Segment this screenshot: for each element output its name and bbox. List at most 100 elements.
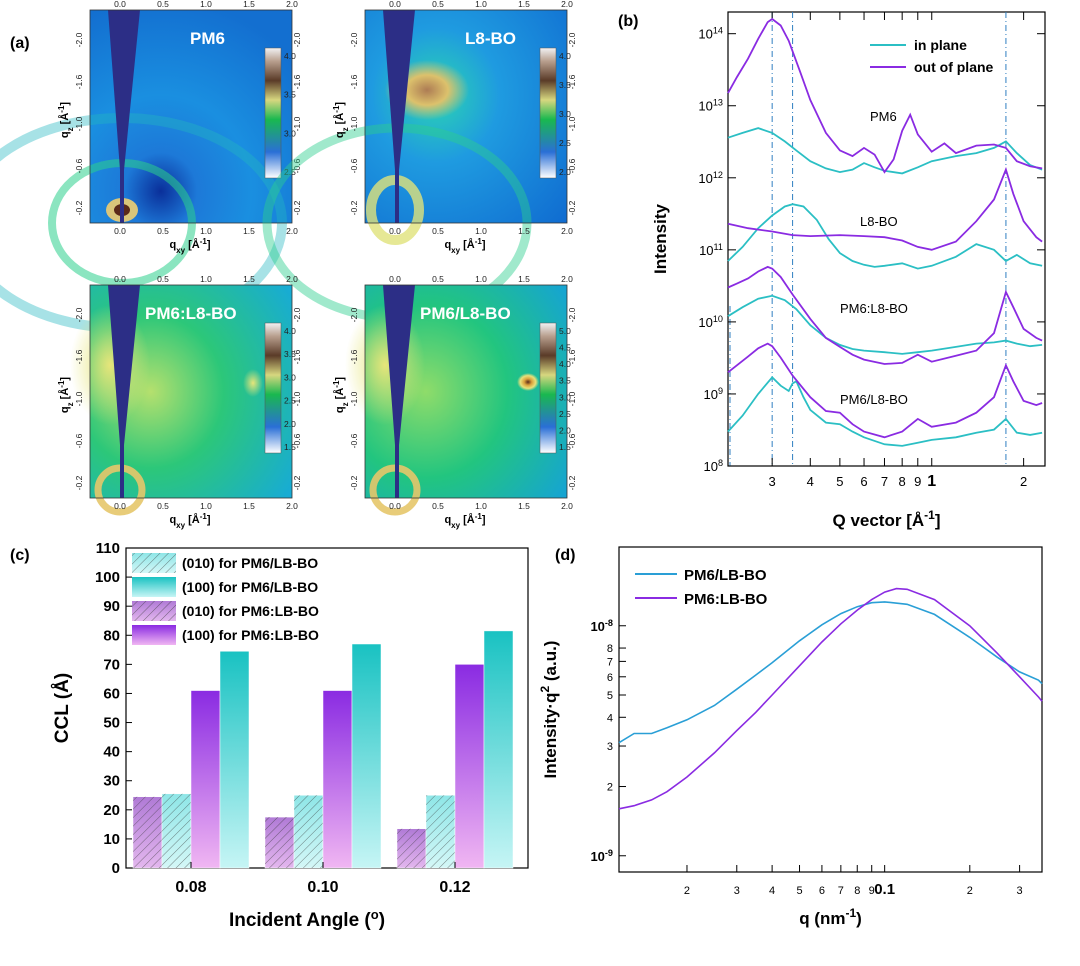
y-tick-label-left: -0.2 (74, 475, 84, 490)
bar-hatch (162, 793, 191, 868)
series-line-PM6/L8-BO-in-plane (727, 375, 1043, 447)
legend-label: in plane (914, 37, 967, 53)
colorbar-tick-label: 4.0 (559, 359, 571, 369)
x-axis-label: Incident Angle (o) (229, 907, 385, 932)
y-tick-label: 1010 (698, 314, 723, 330)
x-tick-label-top: 1.0 (475, 274, 487, 284)
x-tick-label: 0.08 (175, 879, 206, 896)
y-tick-label-left: -2.0 (74, 307, 84, 322)
x-tick-label-top: 1.0 (475, 0, 487, 9)
y-tick-label: 70 (103, 656, 120, 673)
plot-frame (618, 546, 1043, 873)
series-line-PM6-out-of-plane (727, 17, 1043, 174)
panel-d-letter: (d) (555, 547, 575, 564)
y-tick-label-left: -1.6 (349, 74, 359, 89)
x-tick-label-top: 0.5 (157, 0, 169, 9)
y-tick-label-right: -0.2 (567, 475, 577, 490)
series-line-PM6/LB-BO (618, 601, 1043, 744)
y-tick-label: 0 (112, 860, 120, 877)
x-tick-label-bottom: 1.0 (200, 226, 212, 236)
x-tick-label: 8 (854, 885, 860, 897)
x-tick-label-top: 1.5 (243, 0, 255, 9)
x-tick-label-top: 2.0 (561, 0, 573, 9)
x-tick-label-top: 2.0 (286, 274, 298, 284)
y-tick-label-right: -1.6 (292, 74, 302, 89)
x-tick-label: 2 (1020, 474, 1027, 489)
series-line-PM6-in-plane (727, 127, 1043, 175)
y-tick-label: 30 (103, 773, 120, 790)
x-tick-label-bottom: 1.0 (200, 501, 212, 511)
x-tick-label: 4 (769, 885, 775, 897)
y-tick-label-right: -2.0 (292, 307, 302, 322)
y-tick-label-right: -1.0 (567, 116, 577, 131)
x-axis-label: qxy [Å-1] (444, 512, 485, 530)
x-tick-label-top: 1.0 (200, 0, 212, 9)
x-tick-label: 7 (838, 885, 844, 897)
y-tick-label-right: -1.0 (567, 391, 577, 406)
map-title: PM6:L8-BO (145, 304, 237, 323)
colorbar-tick-label: 2.0 (284, 419, 296, 429)
y-tick-label-right: -0.2 (567, 200, 577, 215)
x-tick-label-bottom: 2.0 (286, 501, 298, 511)
chart-c: 0 10 20 30 40 50 60 70 80 90 100 110 0.08 0.10 0.12 Inc… (52, 540, 529, 932)
x-tick-label-bottom: 2.0 (286, 226, 298, 236)
colorbar-tick-label: 3.0 (284, 372, 296, 382)
x-tick-label: 5 (796, 885, 802, 897)
colorbar-tick-label: 2.5 (284, 167, 296, 177)
x-tick-label: 0.1 (874, 881, 895, 898)
x-tick-label-bottom: 2.0 (561, 501, 573, 511)
x-tick-label-bottom: 0.0 (114, 226, 126, 236)
x-tick-label-bottom: 0.5 (157, 226, 169, 236)
y-tick-label: 8 (607, 643, 613, 655)
x-tick-label-bottom: 1.5 (243, 226, 255, 236)
series-line-PM6:L8-BO-out-of-plane (727, 265, 1043, 365)
x-tick-label: 6 (860, 474, 867, 489)
colorbar-tick-label: 3.5 (284, 90, 296, 100)
missing-wedge (108, 285, 140, 498)
giwaxs-maps: 4.0 3.5 3.0 2.5 PM6 0.0 0.0 0.5 0.5 1.0 1.0 1.5 1.5 2… (0, 0, 577, 530)
x-tick-label-bottom: 1.0 (475, 226, 487, 236)
y-tick-label: 60 (103, 685, 120, 702)
legend-swatch-hatch (132, 553, 176, 573)
map-frame (89, 284, 293, 499)
x-axis-label: qxy [Å-1] (444, 237, 485, 255)
legend-label: PM6:LB-BO (684, 591, 768, 608)
x-tick-label: 7 (881, 474, 888, 489)
y-tick-label: 10-8 (590, 618, 613, 634)
colorbar-tick-label: 4.0 (559, 51, 571, 61)
x-tick-label-bottom: 1.5 (243, 501, 255, 511)
y-tick-label-right: -1.6 (292, 349, 302, 364)
y-tick-label-right: -1.6 (567, 349, 577, 364)
giwaxs-map-3: 4.0 3.5 3.0 2.5 2.0 1.5 PM6:L8-BO 0.0 0.0 0.5 0.5 1… (57, 274, 303, 530)
y-tick-label: 1012 (698, 170, 723, 186)
x-axis-label: q (nm-1) (799, 906, 862, 928)
y-tick-label-left: -0.2 (349, 475, 359, 490)
y-tick-label-left: -2.0 (349, 32, 359, 47)
panel-a-letter: (a) (10, 35, 30, 52)
colorbar (264, 47, 282, 179)
x-tick-label-top: 0.0 (114, 274, 126, 284)
series-line-L8-BO-out-of-plane (727, 166, 1043, 251)
series-line-PM6/L8-BO-out-of-plane (727, 342, 1043, 439)
bar-hatch (426, 795, 455, 868)
y-tick-label-left: -1.6 (349, 349, 359, 364)
map-title: L8-BO (465, 29, 516, 48)
x-axis-label: Q vector [Å-1] (833, 508, 941, 530)
y-tick-label-right: -0.6 (292, 158, 302, 173)
x-tick-label-bottom: 1.5 (518, 501, 530, 511)
colorbar-tick-label: 2.5 (559, 138, 571, 148)
y-tick-label: 110 (96, 540, 120, 557)
colorbar-tick-label: 3.0 (559, 109, 571, 119)
x-tick-label: 5 (836, 474, 843, 489)
colorbar-tick-label: 4.5 (559, 343, 571, 353)
bar (483, 630, 514, 869)
map-frame (364, 9, 568, 224)
y-tick-label-right: -0.6 (567, 433, 577, 448)
y-tick-label: 90 (103, 598, 120, 615)
y-tick-label: 100 (95, 569, 120, 586)
series-line-PM6:L8-BO-in-plane (727, 294, 1043, 355)
colorbar-tick-label: 2.0 (559, 425, 571, 435)
colorbar-tick-label: 2.5 (559, 409, 571, 419)
